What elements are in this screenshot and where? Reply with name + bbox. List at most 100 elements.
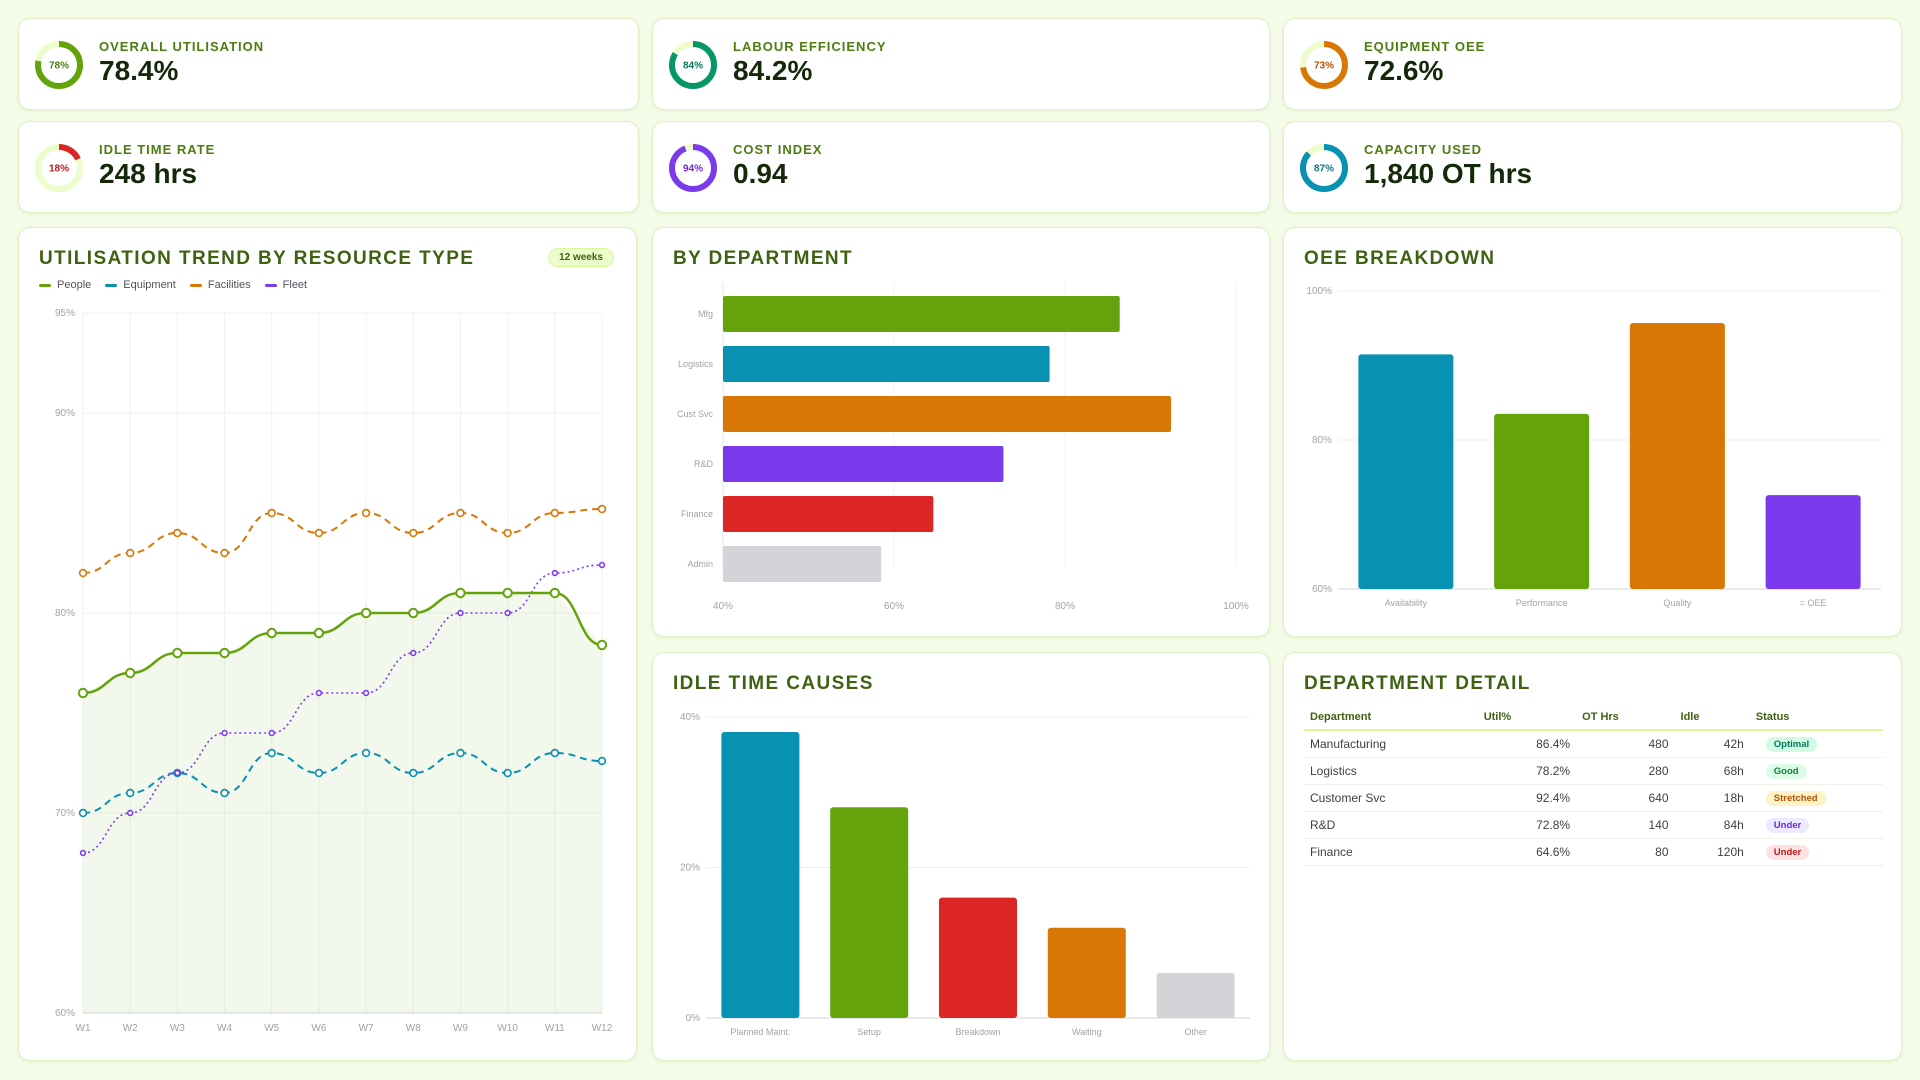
kpi-ring: 78% (35, 41, 83, 89)
bar (723, 346, 1050, 382)
data-point (456, 748, 465, 758)
x-tick-label: W6 (311, 1023, 326, 1034)
kpi-ring-label: 78% (49, 61, 69, 72)
weeks-badge: 12 weeks (548, 248, 614, 267)
idle-bar-chart: 0% 20% 40% Planned Maint. Setup Breakdown Wait… (680, 712, 1250, 1037)
kpi-card-overall-utilisation: 78% OVERALL UTILISATION 78.4% (18, 18, 639, 110)
status-cell: Under (1749, 811, 1883, 839)
kpi-label: IDLE TIME RATE (99, 142, 216, 157)
data-point (503, 768, 512, 778)
category-label: Mfg (698, 309, 713, 319)
kpi-ring: 18% (35, 144, 83, 192)
y-tick-label: 60% (1312, 584, 1332, 595)
col-header: Util% (1477, 705, 1577, 731)
category-label: R&D (694, 459, 714, 469)
x-tick-label: 40% (713, 601, 733, 612)
data-point (124, 667, 136, 679)
ot-cell: 280 (1576, 757, 1675, 785)
data-point (409, 528, 418, 538)
idle-cell: 120h (1674, 838, 1750, 866)
status-badge: Good (1765, 764, 1807, 779)
data-point (221, 729, 228, 737)
table-row: Logistics 78.2% 280 68h Good (1304, 757, 1883, 785)
trend-legend: People Equipment Facilities Fleet (39, 279, 307, 291)
category-label: Admin (687, 559, 713, 569)
kpi-ring: 73% (1300, 41, 1348, 89)
kpi-value: 0.94 (733, 158, 788, 189)
legend-swatch (264, 283, 277, 287)
legend-item-facilities: Facilities (189, 279, 251, 291)
data-point (315, 689, 323, 697)
kpi-ring: 84% (669, 41, 717, 89)
y-tick-label: 100% (1306, 286, 1332, 297)
y-tick-label: 80% (1312, 435, 1332, 446)
col-header: OT Hrs (1576, 705, 1675, 731)
data-point (408, 607, 419, 619)
data-point (455, 587, 466, 599)
col-header: Idle (1674, 705, 1750, 731)
category-label: = OEE (1800, 598, 1827, 608)
idle-card: IDLE TIME CAUSES 0% 20% 40% Planned Maint. S… (652, 652, 1270, 1061)
idle-title: IDLE TIME CAUSES (673, 673, 874, 694)
category-label: Performance (1516, 598, 1568, 608)
oee-card: OEE BREAKDOWN 60% 80% 100% Availability Perf… (1283, 227, 1902, 637)
data-point (125, 548, 135, 558)
kpi-label: OVERALL UTILISATION (99, 39, 265, 54)
oee-bar-chart: 60% 80% 100% Availability Performance Quality… (1306, 286, 1881, 608)
department-bar-chart: 40% 60% 80% 100% Mfg Logistics Cust Svc R&D Fina… (677, 282, 1249, 612)
util-cell: 72.8% (1477, 811, 1577, 839)
data-point (314, 768, 324, 778)
data-point (362, 689, 370, 697)
legend-swatch (189, 283, 202, 287)
x-tick-label: W11 (545, 1023, 565, 1034)
status-badge: Under (1765, 845, 1810, 860)
x-tick-label: W1 (76, 1023, 91, 1034)
oee-title: OEE BREAKDOWN (1304, 248, 1496, 269)
util-cell: 64.6% (1477, 838, 1577, 866)
trend-card: UTILISATION TREND BY RESOURCE TYPE 12 we… (18, 227, 637, 1061)
bar (1358, 354, 1454, 589)
data-point (597, 504, 607, 514)
legend-label: Facilities (207, 279, 251, 291)
legend-swatch (105, 283, 118, 287)
status-cell: Stretched (1749, 784, 1883, 812)
x-tick-label: 60% (884, 601, 904, 612)
x-tick-label: W2 (123, 1023, 138, 1034)
ot-cell: 480 (1576, 730, 1675, 758)
data-point (361, 508, 371, 518)
bar (1047, 927, 1126, 1018)
dept-cell: Logistics (1304, 757, 1478, 785)
department-title: BY DEPARTMENT (673, 248, 854, 269)
data-point (361, 748, 371, 758)
data-point (502, 587, 513, 599)
bar (1629, 323, 1725, 589)
data-point (314, 528, 324, 538)
table-row: Finance 64.6% 80 120h Under (1304, 838, 1883, 866)
data-point (456, 508, 465, 518)
y-tick-label: 60% (55, 1008, 75, 1019)
table-header-row: Department Util% OT Hrs Idle Status (1304, 705, 1883, 731)
bar (723, 396, 1172, 432)
data-point (551, 569, 559, 577)
x-tick-label: W12 (592, 1023, 613, 1034)
bar (939, 897, 1017, 1018)
legend-swatch (39, 283, 51, 287)
data-point (457, 609, 464, 617)
kpi-ring-label: 73% (1314, 61, 1334, 72)
util-cell: 86.4% (1477, 730, 1577, 758)
legend-label: People (57, 279, 92, 291)
department-card: BY DEPARTMENT 40% 60% 80% 100% Mfg Logistics C… (652, 227, 1270, 637)
detail-card: DEPARTMENT DETAIL Department Util% OT Hr… (1283, 652, 1902, 1061)
kpi-ring: 94% (669, 144, 717, 192)
x-tick-label: W9 (453, 1023, 468, 1034)
data-point (503, 528, 512, 538)
data-point (266, 627, 277, 639)
series-line-people (82, 591, 603, 695)
data-point (79, 849, 87, 857)
y-tick-label: 20% (680, 863, 700, 874)
bar (721, 732, 800, 1018)
data-point (268, 729, 275, 737)
kpi-value: 78.4% (99, 55, 179, 86)
util-cell: 78.2% (1477, 757, 1577, 785)
department-table: Department Util% OT Hrs Idle Status Manu… (1304, 705, 1883, 866)
